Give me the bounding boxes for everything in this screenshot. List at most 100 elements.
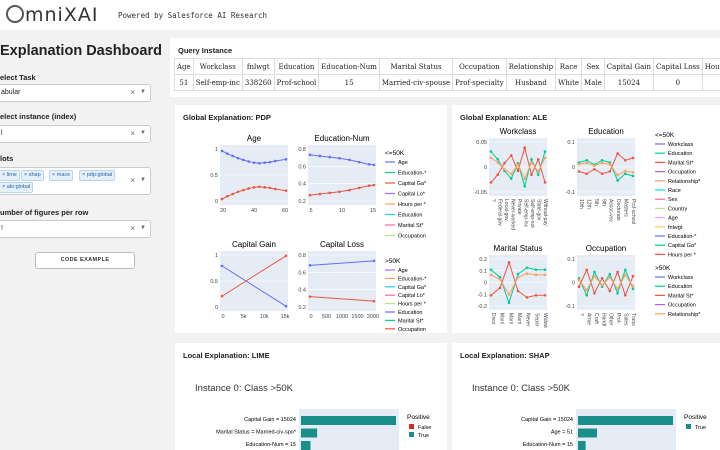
ale-workclass-gt-point: [509, 154, 513, 157]
pdp-capital-gain-le-point: [220, 264, 224, 268]
legend-item: Age: [398, 160, 408, 166]
ale-marital-status-x-tick: Never: [525, 313, 531, 327]
shap-subtitle: Instance 0: Class >50K: [472, 383, 571, 394]
column-header: Age: [174, 58, 194, 75]
code-example-button[interactable]: CODE EXAMPLE: [35, 252, 135, 269]
ale-occupation-y-tick: -0.1: [566, 304, 575, 310]
ale-marital-status-y-tick: 0.2: [479, 257, 487, 263]
pdp-education-num-le-point: [318, 154, 322, 158]
shap-legend-swatch: [686, 424, 691, 429]
clear-icon[interactable]: ×: [130, 176, 135, 185]
lime-card: Local Explanation: LIME Instance 0: Clas…: [175, 343, 447, 450]
legend-item: Education-*: [668, 234, 697, 240]
legend-item: Hours per *: [398, 202, 427, 208]
plot-tag-mace[interactable]: × mace: [49, 170, 74, 181]
query-table: Age Workclass fnlwgt Education Education…: [174, 58, 720, 91]
plot-tag-shap[interactable]: × shap: [21, 170, 44, 181]
chevron-down-icon[interactable]: ▼: [140, 177, 146, 183]
ale-occupation-le2-point: [623, 273, 627, 277]
legend-item: Hours per *: [398, 302, 427, 308]
ale-education-gt-point: [577, 170, 581, 173]
instance-select[interactable]: l × ▼: [0, 125, 151, 143]
clear-icon[interactable]: ×: [130, 129, 135, 138]
chevron-down-icon[interactable]: ▼: [140, 225, 146, 231]
table-cell: Self-emp-inc: [192, 74, 243, 91]
pdp-education-num-gt-line: [309, 184, 375, 196]
ale-legend-group-le: <=50K: [655, 132, 675, 139]
shap-card: Local Explanation: SHAP Instance 0: Clas…: [452, 343, 720, 450]
legend-item: Marital St*: [668, 160, 694, 166]
chevron-down-icon[interactable]: ▼: [140, 89, 146, 95]
pdp-capital-gain-le-point: [284, 304, 288, 308]
ale-workclass-le2-point: [496, 161, 500, 164]
pdp-capital-loss-gt-line: [309, 296, 375, 302]
pdp-education-num-le-point: [308, 153, 312, 157]
plots-multiselect[interactable]: × lime × shap × mace × pdp:global × ale:…: [0, 167, 151, 195]
pdp-education-num-gt-point: [372, 183, 376, 187]
pdp-capital-loss-x-tick: 2000: [367, 314, 379, 320]
legend-item: Capital Ga*: [398, 181, 427, 187]
task-select[interactable]: abular × ▼: [0, 84, 151, 102]
legend-item: Workclass: [668, 142, 694, 148]
legend-item: Race: [668, 188, 681, 194]
clear-icon[interactable]: ×: [130, 224, 135, 233]
query-instance-card: Query Instance Age Workclass fnlwgt Educ…: [170, 38, 720, 97]
lime-figure[interactable]: Instance 0: Class >50K Capital Gain = 150…: [175, 343, 447, 450]
pdp-education-num-gt-point: [348, 188, 351, 192]
ale-education-le2-line: [578, 162, 634, 176]
figures-per-row-select[interactable]: ! × ▼: [0, 220, 151, 238]
ale-workclass-x-tick: Local-gov: [503, 199, 509, 221]
shap-bar: [578, 428, 597, 438]
query-instance-title: Query Instance: [178, 46, 233, 55]
shap-bar-label: Age = 51: [551, 430, 573, 436]
ale-occupation-x-tick: ?: [578, 313, 584, 316]
ale-marital-status-le-point: [525, 266, 529, 269]
ale-education-gt-point: [623, 158, 627, 162]
pdp-education-num-x-tick: 10: [339, 208, 345, 214]
ale-education-gt-point: [585, 172, 589, 176]
plot-tag-ale-global[interactable]: × ale:global: [0, 182, 34, 193]
ale-occupation-le2-point: [585, 288, 589, 292]
column-header: Race: [555, 58, 583, 75]
shap-legend-item: True: [695, 425, 706, 431]
ale-workclass-le2-point: [530, 161, 533, 164]
pdp-education-num-le-point: [348, 158, 351, 162]
select-task-label: elect Task: [0, 73, 36, 82]
lime-legend-item: True: [418, 433, 429, 439]
pdp-capital-loss-gt-point: [308, 295, 312, 298]
ale-occupation-gt-point: [631, 274, 635, 278]
plot-tag-pdp-global[interactable]: × pdp:global: [79, 170, 116, 181]
pdp-capital-gain-chart-title: Capital Gain: [232, 240, 276, 249]
ale-workclass-gt-point: [530, 173, 533, 177]
pdp-capital-gain-gt-point: [284, 254, 288, 258]
ale-occupation-gt-point: [623, 293, 627, 297]
pdp-education-num-plot-area: [308, 145, 376, 205]
lime-title: Local Explanation: LIME: [183, 351, 270, 360]
pdp-capital-gain-y-tick: 0: [215, 305, 218, 311]
clear-icon[interactable]: ×: [130, 88, 135, 97]
ale-occupation-x-tick: Sales: [623, 313, 629, 326]
ale-workclass-le-point: [496, 157, 500, 161]
ale-marital-status-gt-point: [534, 293, 538, 297]
ale-marital-status-le2-point: [516, 276, 520, 279]
ale-workclass-le-point: [530, 157, 533, 161]
ale-workclass-x-tick: Federal-gov: [497, 199, 503, 226]
pdp-age-le-point: [220, 149, 224, 153]
pdp-capital-loss-y-tick: 0.8: [298, 253, 306, 259]
ale-marital-status-gt-point: [525, 296, 529, 299]
pdp-education-num-y-tick: 0.4: [298, 182, 306, 188]
table-cell: [701, 74, 720, 91]
lime-bar: [301, 441, 311, 450]
shap-figure[interactable]: Instance 0: Class >50K Capital Gain = 150…: [452, 343, 720, 450]
chevron-down-icon[interactable]: ▼: [140, 130, 146, 136]
figures-per-row-value: !: [1, 225, 3, 232]
ale-education-gt-point: [593, 167, 596, 171]
table-cell: Husband: [505, 74, 557, 91]
plot-tag-lime[interactable]: × lime: [0, 170, 20, 181]
ale-workclass-le-point: [509, 177, 513, 180]
ale-occupation-gt-point: [616, 270, 619, 274]
pdp-capital-loss-le-line: [309, 260, 375, 266]
legend-item: Education-*: [398, 171, 427, 177]
